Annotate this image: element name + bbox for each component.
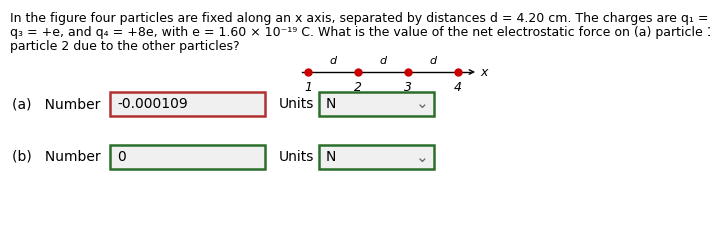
Text: 3: 3 — [404, 81, 412, 94]
Text: d: d — [329, 56, 337, 66]
Text: -0.000109: -0.000109 — [117, 97, 187, 111]
Text: 1: 1 — [304, 81, 312, 94]
Text: Units: Units — [279, 97, 315, 111]
FancyBboxPatch shape — [110, 92, 265, 116]
Text: N: N — [326, 97, 337, 111]
Text: (b)   Number: (b) Number — [12, 150, 101, 164]
Text: N: N — [326, 150, 337, 164]
Text: d: d — [379, 56, 386, 66]
Text: x: x — [480, 65, 487, 79]
FancyBboxPatch shape — [110, 145, 265, 169]
Text: ⌄: ⌄ — [415, 97, 428, 111]
Text: 2: 2 — [354, 81, 362, 94]
Text: Units: Units — [279, 150, 315, 164]
Text: In the figure four particles are fixed along an x axis, separated by distances d: In the figure four particles are fixed a… — [10, 12, 710, 25]
Text: (a)   Number: (a) Number — [12, 97, 100, 111]
Text: 4: 4 — [454, 81, 462, 94]
Text: particle 2 due to the other particles?: particle 2 due to the other particles? — [10, 40, 240, 53]
Text: 0: 0 — [117, 150, 126, 164]
Text: ⌄: ⌄ — [415, 149, 428, 165]
Text: d: d — [430, 56, 437, 66]
Text: q₃ = +e, and q₄ = +8e, with e = 1.60 × 10⁻¹⁹ C. What is the value of the net ele: q₃ = +e, and q₄ = +8e, with e = 1.60 × 1… — [10, 26, 710, 39]
FancyBboxPatch shape — [319, 145, 434, 169]
FancyBboxPatch shape — [319, 92, 434, 116]
